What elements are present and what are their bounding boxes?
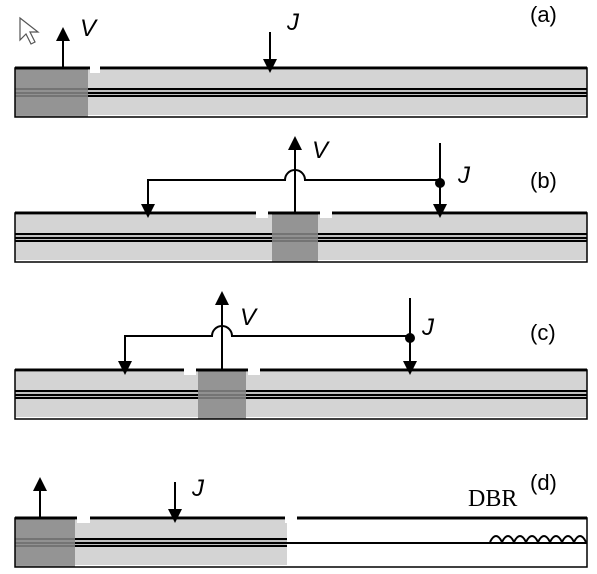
v-label: V <box>240 304 258 331</box>
panel-label: (b) <box>530 168 557 193</box>
layer-shape <box>15 70 587 88</box>
layer-shape <box>15 68 88 117</box>
j-label: J <box>286 9 300 36</box>
v-label: V <box>80 15 98 42</box>
j-label: J <box>421 314 435 341</box>
junction <box>405 333 415 343</box>
dbr-label: DBR <box>468 486 517 512</box>
panel-label: (d) <box>530 470 557 495</box>
cursor <box>19 16 40 45</box>
layer-shape <box>248 367 260 375</box>
panel-b: V J (b) <box>141 136 557 218</box>
panel-label: (a) <box>530 2 557 27</box>
layer-shape <box>184 367 196 375</box>
layer-shape <box>272 213 318 262</box>
layer-shape <box>256 210 268 218</box>
layer-shape <box>198 370 246 419</box>
junction <box>435 178 445 188</box>
layer-shape <box>15 518 75 567</box>
layer-shape <box>15 520 287 538</box>
grating <box>489 535 587 545</box>
layer-shape <box>285 515 297 523</box>
layer-shape <box>15 399 587 417</box>
layer-shape <box>320 210 332 218</box>
j-label: J <box>457 162 471 189</box>
layer-shape <box>15 547 287 565</box>
layer-shape <box>15 97 587 115</box>
layer-shape <box>90 65 100 73</box>
wire <box>141 169 440 218</box>
panel-label: (c) <box>530 320 556 345</box>
layers <box>14 65 588 568</box>
panel-c: V J (c) <box>118 291 556 375</box>
panel-a: V J (a) <box>56 2 557 73</box>
layer-shape <box>77 515 90 523</box>
v-label: V <box>312 137 330 164</box>
panel-d: J DBR (d) <box>33 470 587 545</box>
layer-shape <box>15 372 587 390</box>
j-label: J <box>191 475 205 502</box>
wire <box>118 325 410 375</box>
